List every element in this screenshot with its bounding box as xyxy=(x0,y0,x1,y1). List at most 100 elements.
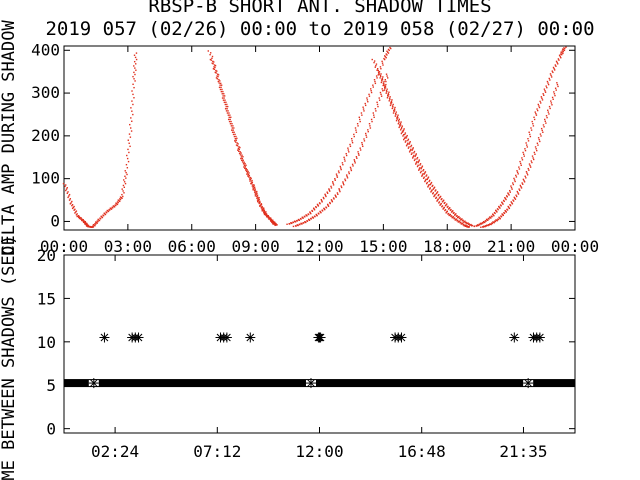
data-point xyxy=(376,101,378,104)
data-point xyxy=(90,226,92,228)
data-point xyxy=(425,178,427,181)
data-point xyxy=(238,152,241,155)
data-point xyxy=(252,187,254,189)
data-point xyxy=(507,193,510,195)
bottom-x-tick-label: 02:24 xyxy=(91,442,139,461)
data-point xyxy=(338,171,340,174)
data-point xyxy=(212,60,214,63)
data-point xyxy=(272,223,274,225)
data-point xyxy=(246,172,249,174)
bottom-x-tick-label: 21:35 xyxy=(499,442,547,461)
data-point xyxy=(553,91,555,93)
data-point xyxy=(345,174,348,176)
data-point xyxy=(323,197,325,200)
top-y-tick-label: 0 xyxy=(50,211,60,230)
data-point xyxy=(332,197,335,199)
data-point xyxy=(409,141,411,143)
data-point xyxy=(218,86,221,89)
data-point xyxy=(356,157,358,159)
data-point xyxy=(135,63,137,65)
data-point xyxy=(511,202,513,204)
data-point xyxy=(447,205,449,208)
data-point xyxy=(379,74,382,77)
data-point xyxy=(97,218,99,221)
data-point xyxy=(354,160,356,163)
data-point xyxy=(241,159,243,162)
data-point xyxy=(389,98,391,100)
data-point xyxy=(254,195,257,197)
data-point xyxy=(422,170,424,172)
data-point xyxy=(385,83,387,86)
data-point xyxy=(391,99,393,101)
data-point xyxy=(226,108,228,110)
data-point xyxy=(304,220,306,223)
data-point xyxy=(403,128,405,130)
data-point xyxy=(256,199,259,201)
data-point xyxy=(533,118,536,121)
data-point xyxy=(227,114,230,116)
data-point xyxy=(389,96,391,98)
data-point xyxy=(68,195,70,197)
data-point xyxy=(365,134,367,137)
data-point xyxy=(546,80,549,83)
data-point xyxy=(77,215,80,217)
data-point xyxy=(65,184,67,186)
data-point xyxy=(271,221,273,224)
data-point xyxy=(374,82,377,85)
data-point xyxy=(505,195,508,197)
data-point xyxy=(460,223,463,225)
data-point xyxy=(387,93,390,95)
data-point xyxy=(320,198,322,201)
data-point xyxy=(85,223,87,225)
data-point xyxy=(338,189,341,191)
data-point xyxy=(491,222,493,224)
data-point xyxy=(370,90,372,92)
data-point xyxy=(84,222,86,224)
data-point xyxy=(535,114,538,116)
data-point xyxy=(74,212,76,214)
data-point xyxy=(120,196,122,199)
top-y-tick-label: 100 xyxy=(31,169,60,188)
data-point xyxy=(514,197,516,200)
data-point xyxy=(116,203,118,205)
asterisk-point xyxy=(315,332,326,343)
data-point xyxy=(494,220,496,222)
data-point xyxy=(352,165,354,167)
data-point xyxy=(272,222,274,224)
data-point xyxy=(525,142,527,144)
data-point xyxy=(481,222,484,224)
data-point xyxy=(499,204,502,206)
data-point xyxy=(529,166,532,168)
data-point xyxy=(550,74,552,77)
data-point xyxy=(416,165,419,168)
data-point xyxy=(528,169,530,171)
asterisk-point xyxy=(99,332,110,343)
data-point xyxy=(258,201,260,204)
data-point xyxy=(399,124,402,126)
data-point xyxy=(439,196,441,198)
data-point xyxy=(209,52,212,54)
data-point xyxy=(419,171,422,174)
data-point xyxy=(344,160,346,162)
data-point xyxy=(556,82,558,84)
data-point xyxy=(361,143,364,146)
data-point xyxy=(218,82,220,84)
data-point xyxy=(321,200,323,202)
data-point xyxy=(524,149,527,152)
data-point xyxy=(415,153,417,155)
data-point xyxy=(215,69,217,72)
data-point xyxy=(92,226,95,228)
data-point xyxy=(439,203,442,206)
asterisk-point xyxy=(523,378,534,389)
data-point xyxy=(436,199,439,201)
data-point xyxy=(433,194,436,197)
bottom-y-tick-label: 15 xyxy=(37,289,56,308)
data-point xyxy=(380,73,382,75)
data-point xyxy=(133,97,135,99)
data-point xyxy=(411,152,413,154)
data-point xyxy=(252,185,255,188)
data-point xyxy=(249,178,252,181)
data-point xyxy=(217,74,220,76)
data-point xyxy=(105,211,107,213)
data-point xyxy=(328,189,331,191)
